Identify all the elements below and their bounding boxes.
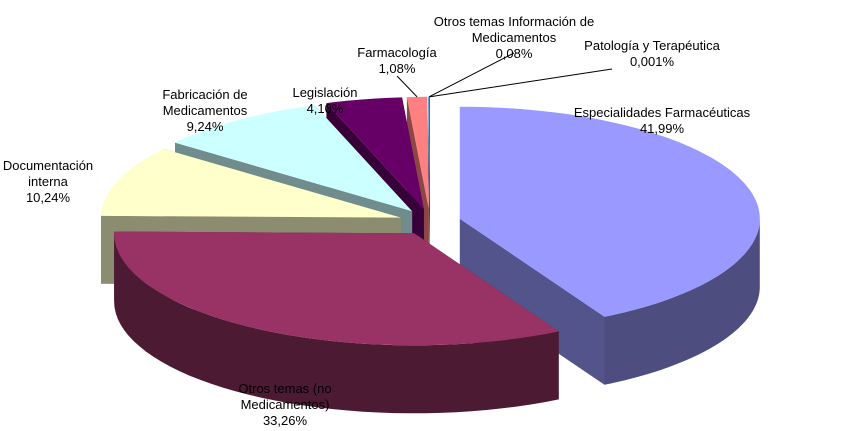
leader-line [429,68,613,98]
slice-top [428,96,430,209]
slice-top [101,149,401,218]
value-label: 41,99% [639,121,685,136]
slice-label: Documentación interna 10,24% [0,158,103,206]
slice-label: Otros temas (no Medicamentos) 33,26% [210,381,360,429]
value-label: 33,26% [262,413,308,428]
category-name: Legislación [292,85,358,100]
category-name: Farmacología [357,45,437,60]
value-label: 0,001% [629,54,675,69]
category-name: Documentación interna [2,158,94,189]
slice-top [114,231,559,346]
value-label: 4,10% [306,101,344,116]
slice-label: Farmacología 1,08% [352,45,442,77]
slice-side [604,218,760,385]
value-label: 1,08% [378,61,416,76]
slice-label: Otros temas Información de Medicamentos 0… [419,14,609,62]
value-label: 0,08% [495,46,533,61]
slice-label: Fabricación de Medicamentos 9,24% [145,87,265,135]
pie-slice [114,231,559,414]
value-label: 10,24% [25,190,71,205]
pie-slice [459,106,760,385]
category-name: Especialidades Farmacéuticas [573,105,751,120]
slice-wall [459,218,605,385]
value-label: 9,24% [186,119,224,134]
slice-top [175,105,413,212]
leader-line [428,52,515,98]
slice-top [406,96,429,209]
category-name: Fabricación de Medicamentos [162,87,248,118]
slice-side [114,233,559,414]
category-name: Patología y Terapéutica [584,38,720,53]
slice-label: Legislación 4,10% [280,85,370,117]
slice-label: Especialidades Farmacéuticas 41,99% [562,105,762,137]
category-name: Otros temas (no Medicamentos) [238,381,332,412]
slice-top [326,97,424,210]
slice-wall [428,96,430,277]
leader-line [396,75,418,98]
category-name: Otros temas Información de Medicamentos [433,14,595,45]
pie-slice [428,96,430,277]
slice-label: Patología y Terapéutica 0,001% [557,38,747,70]
slice-top [459,106,760,317]
